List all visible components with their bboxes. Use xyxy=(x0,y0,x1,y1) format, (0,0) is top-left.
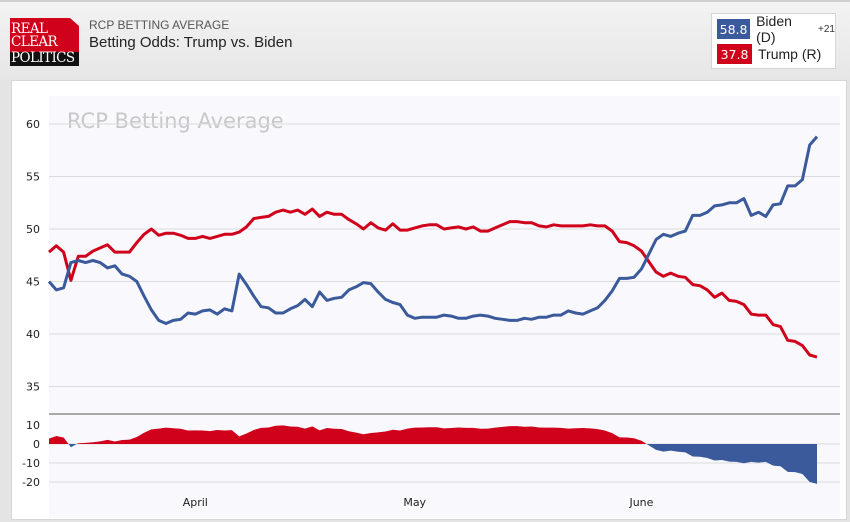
series-line-biden xyxy=(47,135,819,325)
trump-value-badge: 37.8 xyxy=(717,44,752,64)
logo-line-3: POLITICS xyxy=(11,50,75,66)
rcp-logo[interactable]: REAL CLEAR POLITICS xyxy=(10,18,79,66)
spread-y-axis: 10 0 -10 -20 xyxy=(22,419,40,489)
spread-y-tick-label: -20 xyxy=(22,476,40,489)
spread-area-chart xyxy=(49,425,817,484)
x-tick-label-june: June xyxy=(628,496,653,509)
chart-watermark: RCP Betting Average xyxy=(67,109,284,133)
x-axis: April May June xyxy=(183,496,654,509)
spread-area-trump-lead xyxy=(49,425,817,444)
x-tick-label-may: May xyxy=(403,496,426,509)
chart-header: REAL CLEAR POLITICS RCP BETTING AVERAGE … xyxy=(0,0,850,80)
y-tick-label: 55 xyxy=(26,171,40,184)
logo-black-block: POLITICS xyxy=(10,50,79,66)
main-y-axis: 35 40 45 50 55 60 xyxy=(26,118,40,394)
biden-label: Biden (D) xyxy=(756,13,792,45)
series-line-trump xyxy=(48,207,818,359)
y-tick-label: 50 xyxy=(26,223,40,236)
spread-area-biden-lead xyxy=(49,444,817,484)
chart-title: Betting Odds: Trump vs. Biden xyxy=(89,34,293,51)
spread-label: +21 xyxy=(818,23,835,35)
logo-line-2: CLEAR xyxy=(11,34,58,50)
chart-kicker: RCP BETTING AVERAGE xyxy=(89,18,230,32)
main-gridlines xyxy=(49,123,840,387)
series-lines xyxy=(47,135,819,359)
spread-y-tick-label: 0 xyxy=(33,438,40,451)
spread-y-tick-label: 10 xyxy=(26,419,40,432)
trump-label: Trump (R) xyxy=(758,46,822,62)
legend-box: 58.8 Biden (D) +21 37.8 Trump (R) xyxy=(711,13,836,69)
y-tick-label: 35 xyxy=(26,381,40,394)
logo-line-1: REAL xyxy=(11,21,48,37)
y-tick-label: 40 xyxy=(26,328,40,341)
legend-item-trump[interactable]: 37.8 Trump (R) xyxy=(717,44,821,64)
biden-value-badge: 58.8 xyxy=(717,19,751,39)
legend-item-biden[interactable]: 58.8 Biden (D) +21 xyxy=(717,13,835,45)
y-tick-label: 45 xyxy=(26,276,40,289)
x-tick-label-april: April xyxy=(183,496,208,509)
logo-red-block: REAL CLEAR xyxy=(10,18,79,52)
spread-y-tick-label: -10 xyxy=(22,457,40,470)
y-tick-label: 60 xyxy=(26,118,40,131)
